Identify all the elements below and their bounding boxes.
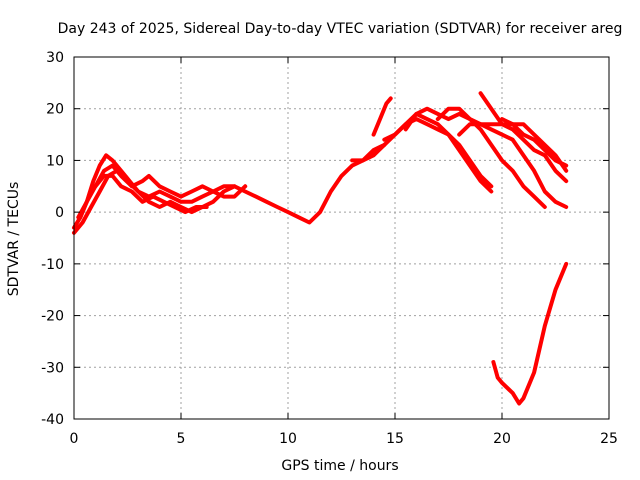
y-tick-label: -40 (41, 412, 64, 428)
grid (74, 57, 609, 419)
series-line-sat-track-13 (491, 261, 569, 406)
x-tick-label: 5 (177, 431, 186, 447)
x-tick-label: 0 (70, 431, 79, 447)
series-line-sat-track-4 (93, 163, 248, 199)
x-tick-label: 20 (493, 431, 511, 447)
y-tick-label: 0 (55, 205, 64, 221)
series-layer (72, 91, 569, 406)
series-line-sat-track-11 (500, 117, 569, 168)
series-line-sat-track-12 (371, 96, 393, 137)
series-line-sat-track-6 (382, 117, 494, 189)
plot-frame (73, 56, 610, 420)
y-tick-label: -30 (41, 360, 64, 376)
series-line-sat-track-10 (478, 91, 569, 173)
x-tick-label: 15 (386, 431, 404, 447)
y-tick-label: -10 (41, 257, 64, 273)
series-line-sat-track-8 (435, 106, 569, 209)
x-tick-label: 10 (279, 431, 297, 447)
x-axis: 0 5 10 15 20 25 (70, 57, 618, 447)
chart-title: Day 243 of 2025, Sidereal Day-to-day VTE… (58, 21, 623, 37)
y-axis: -40 -30 -20 -10 0 10 20 30 (41, 50, 609, 428)
y-tick-label: 20 (46, 102, 64, 118)
y-tick-label: 10 (46, 153, 64, 169)
y-tick-label: 30 (46, 50, 64, 66)
y-axis-label: SDTVAR / TECUs (6, 182, 22, 297)
y-tick-label: -20 (41, 309, 64, 325)
series-line-sat-track-9 (457, 122, 569, 184)
series-line-sat-track-5 (350, 111, 494, 194)
x-axis-label: GPS time / hours (281, 458, 398, 474)
x-tick-label: 25 (600, 431, 618, 447)
